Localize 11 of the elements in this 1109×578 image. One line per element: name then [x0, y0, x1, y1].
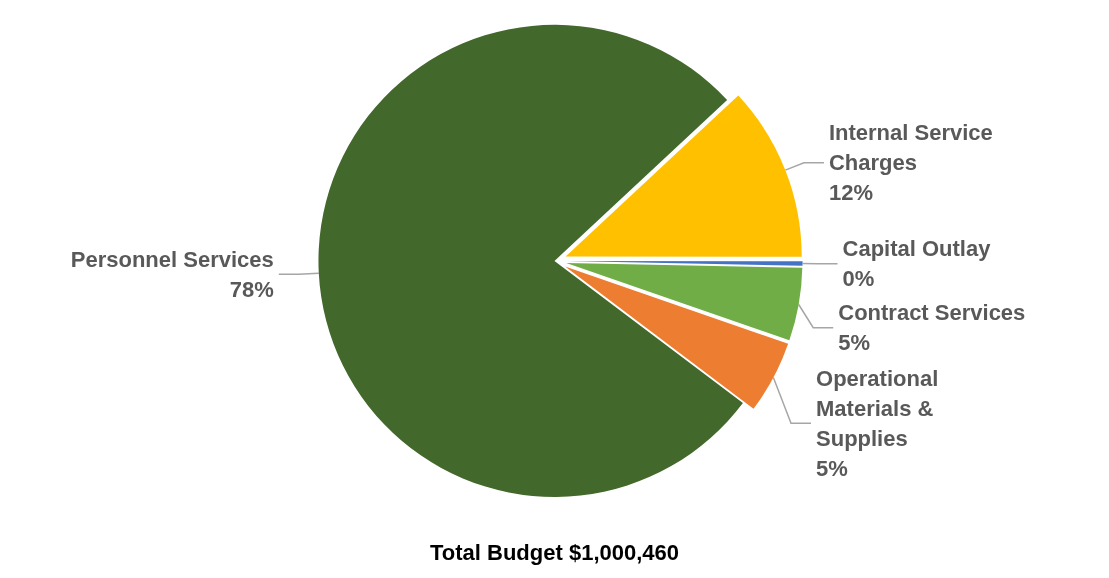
text: Total Budget $1,000,460: [429, 539, 680, 565]
data-label: 5%: [816, 455, 848, 481]
slice-label: Internal Service Charges: [828, 120, 999, 176]
slice-label: Capital Outlay: [842, 236, 992, 262]
data-label: 0%: [842, 266, 875, 292]
slice-label: Operational Materials & Supplies: [816, 365, 945, 451]
data-label: 12%: [828, 180, 873, 206]
slice-label: Contract Services: [838, 300, 1026, 326]
data-label: 78%: [229, 276, 274, 302]
slice-label: Personnel Services: [70, 246, 274, 272]
data-label: 5%: [838, 330, 871, 356]
